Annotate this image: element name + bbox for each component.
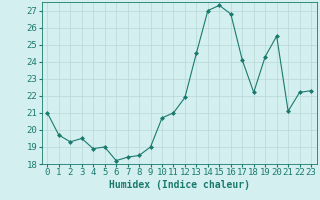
X-axis label: Humidex (Indice chaleur): Humidex (Indice chaleur) (109, 180, 250, 190)
